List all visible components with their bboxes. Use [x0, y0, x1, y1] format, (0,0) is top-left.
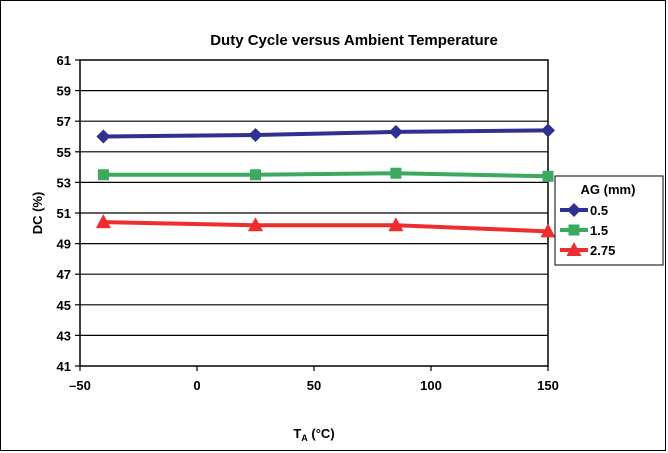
- y-axis-ticks: 41 43 45 47 49 51 53 55 57 59 61: [57, 53, 80, 374]
- x-tick-label: 0: [193, 378, 200, 393]
- y-tick-label: 61: [57, 53, 71, 68]
- x-tick-label: 50: [307, 378, 321, 393]
- legend: AG (mm) 0.5 1.5 2.75: [554, 175, 664, 266]
- x-tick-label: 100: [420, 378, 442, 393]
- y-tick-label: 43: [57, 328, 71, 343]
- data-point-1.5: [250, 169, 261, 181]
- gridlines: [80, 89, 548, 336]
- legend-label: 0.5: [590, 203, 608, 218]
- data-point-1.5: [542, 170, 554, 182]
- series-line-0.5: [103, 128, 549, 139]
- data-point-1.5: [390, 167, 402, 179]
- series-line-1.5: [103, 171, 549, 179]
- y-tick-label: 53: [57, 175, 71, 190]
- series-group: [95, 123, 556, 238]
- legend-items: 0.5 1.5 2.75: [560, 203, 615, 258]
- legend-marker: [567, 203, 581, 217]
- legend-label: 1.5: [590, 223, 608, 238]
- chart-title: Duty Cycle versus Ambient Temperature: [210, 32, 498, 49]
- x-axis-label-unit: (°C): [308, 426, 335, 441]
- data-point-0.5: [96, 129, 111, 144]
- y-tick-label: 45: [57, 298, 71, 313]
- data-point-2.75: [248, 217, 263, 232]
- y-tick-label: 49: [57, 237, 71, 252]
- y-axis-label: DC (%): [30, 192, 45, 235]
- x-tick-label: 150: [537, 378, 559, 393]
- data-point-0.5: [541, 123, 555, 138]
- y-tick-label: 59: [57, 84, 71, 99]
- x-axis-label: TA (°C): [293, 426, 334, 443]
- series-line-2.75: [103, 220, 549, 234]
- data-point-1.5: [97, 169, 109, 181]
- y-tick-label: 55: [57, 145, 71, 160]
- x-axis-label-subscript: A: [301, 433, 308, 443]
- legend-marker: [566, 242, 582, 256]
- data-point-2.75: [540, 223, 556, 238]
- data-point-0.5: [388, 124, 403, 139]
- x-axis-ticks: –50 0 50 100 150: [69, 366, 559, 393]
- y-tick-label: 41: [57, 359, 71, 374]
- x-axis-label-main: T: [293, 426, 301, 441]
- y-tick-label: 47: [57, 267, 71, 282]
- data-point-2.75: [95, 214, 111, 229]
- legend-marker: [568, 224, 580, 236]
- legend-title: AG (mm): [581, 182, 636, 197]
- data-point-2.75: [388, 217, 404, 232]
- legend-label: 2.75: [590, 243, 615, 258]
- y-tick-label: 51: [57, 206, 71, 221]
- x-tick-label: –50: [69, 378, 91, 393]
- y-tick-label: 57: [57, 114, 71, 129]
- data-point-0.5: [248, 127, 263, 142]
